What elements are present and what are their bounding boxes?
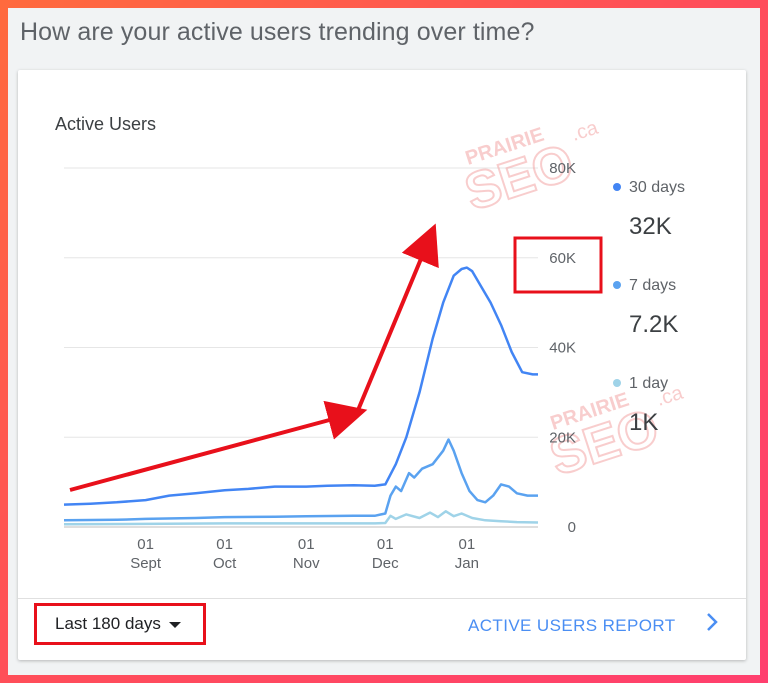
x-tick-day: 01 <box>459 536 476 553</box>
y-tick-label: 0 <box>568 519 576 536</box>
legend-label: 30 days <box>629 179 685 196</box>
caret-down-icon <box>168 622 181 628</box>
legend-dot <box>613 379 621 387</box>
x-tick-month: Dec <box>372 555 399 572</box>
x-tick-day: 01 <box>298 536 315 553</box>
y-tick-label: 40K <box>549 340 576 357</box>
chart-legend: 30 days 32K 7 days 7.2K 1 day 1K <box>613 179 685 436</box>
x-axis-ticks: 01 Sept 01 Oct 01 Nov 01 Dec 01 Jan <box>130 536 479 572</box>
annotation-layer <box>69 223 603 492</box>
legend-dot <box>613 281 621 289</box>
trend-arrow-1 <box>69 400 368 492</box>
legend-value: 1K <box>629 409 658 436</box>
series-line-30-days <box>63 266 538 506</box>
card-title: Active Users <box>55 114 157 134</box>
highlight-box-60k <box>513 236 603 294</box>
trend-arrow-2 <box>354 223 439 416</box>
x-tick-day: 01 <box>377 536 394 553</box>
date-range-dropdown[interactable]: Last 180 days <box>34 603 206 645</box>
x-tick-day: 01 <box>216 536 233 553</box>
series-line-1-day <box>63 510 539 526</box>
legend-value: 32K <box>629 213 672 240</box>
chevron-right-icon[interactable] <box>702 610 722 634</box>
x-tick-month: Nov <box>293 555 320 572</box>
watermark-logo: PRAIRIE SEO .ca PRAIRIE SEO .ca <box>457 116 686 488</box>
page-question: How are your active users trending over … <box>20 18 535 46</box>
y-tick-label: 20K <box>549 429 576 446</box>
grid-layer <box>64 167 538 528</box>
y-axis-ticks: 80K 60K 40K 20K 0 <box>549 160 576 536</box>
active-users-card: Active Users PRAIRIE SEO .ca PRAIRIE SEO… <box>18 70 746 660</box>
page-frame: How are your active users trending over … <box>8 8 760 675</box>
x-tick-day: 01 <box>137 536 154 553</box>
legend-dot <box>613 183 621 191</box>
date-range-label: Last 180 days <box>55 614 161 633</box>
x-tick-month: Oct <box>213 555 237 572</box>
legend-value: 7.2K <box>629 311 678 338</box>
x-tick-month: Sept <box>130 555 162 572</box>
y-tick-label: 60K <box>549 250 576 267</box>
series-layer <box>63 266 539 526</box>
active-users-report-link[interactable]: ACTIVE USERS REPORT <box>468 616 676 635</box>
legend-label: 1 day <box>629 375 668 392</box>
legend-label: 7 days <box>629 277 676 294</box>
y-tick-label: 80K <box>549 160 576 177</box>
watermark-text-ca: .ca <box>569 116 602 145</box>
x-tick-month: Jan <box>455 555 479 572</box>
series-line-7-days <box>63 438 538 522</box>
active-users-chart: PRAIRIE SEO .ca PRAIRIE SEO .ca 80K 60K 40… <box>63 116 687 572</box>
card-footer-divider <box>18 598 746 599</box>
